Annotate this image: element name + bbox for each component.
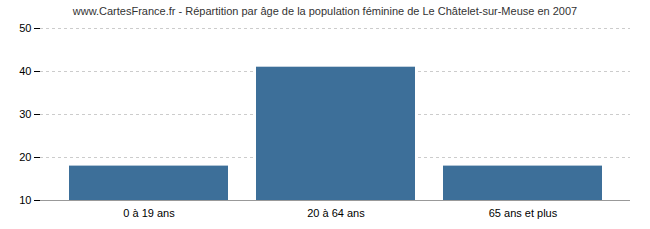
html-text:www.CartesFrance.fr - Répartit: www.CartesFrance.fr - Répartition par âg… <box>72 5 578 17</box>
svg-text:20 à 64 ans: 20 à 64 ans <box>307 207 365 219</box>
svg-text:20: 20 <box>19 151 31 163</box>
svg-text:40: 40 <box>19 65 31 77</box>
svg-text:65 ans et plus: 65 ans et plus <box>489 207 558 219</box>
svg-text:10: 10 <box>19 194 31 206</box>
svg-text:30: 30 <box>19 108 31 120</box>
svg-text:50: 50 <box>19 22 31 34</box>
svg-text:0 à 19 ans: 0 à 19 ans <box>123 207 175 219</box>
